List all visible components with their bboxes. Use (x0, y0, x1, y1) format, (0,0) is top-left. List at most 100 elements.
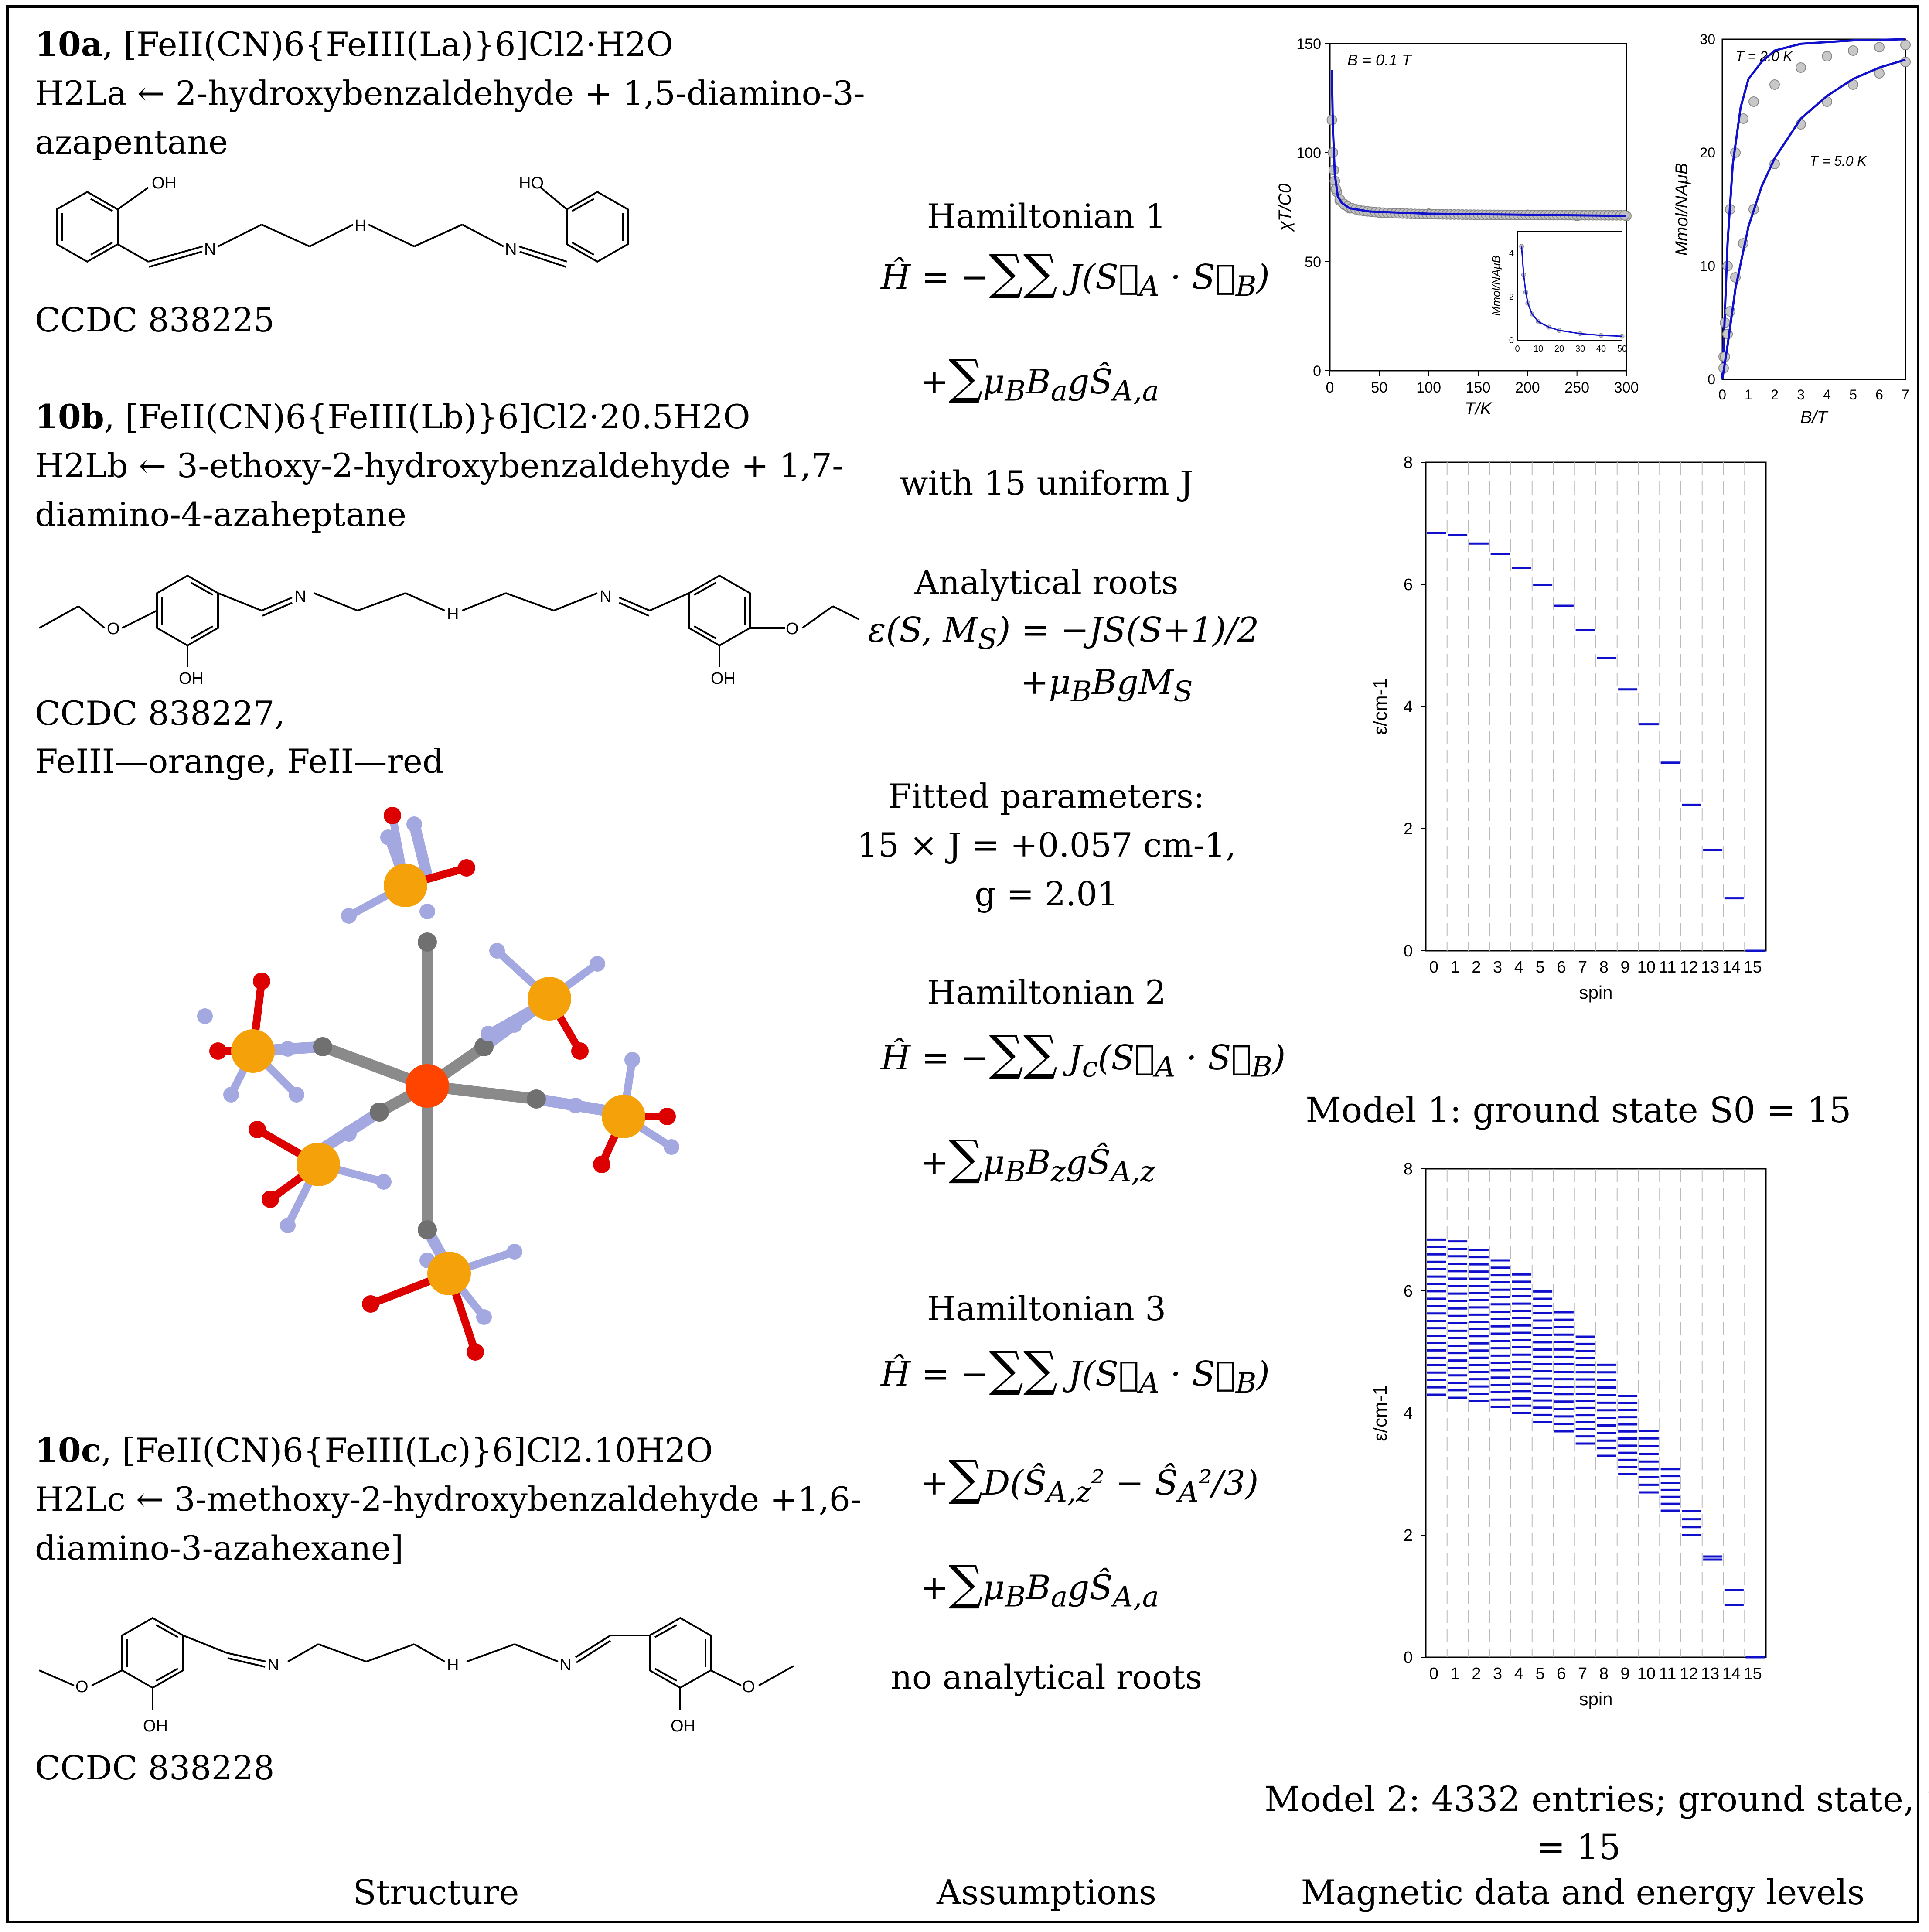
n-atom (507, 1244, 522, 1260)
c-atom (474, 1037, 494, 1056)
inset-y-axis-label: Mmol/NAμB (1489, 256, 1503, 316)
inset-x-tick-label: 10 (1534, 344, 1543, 354)
x-tick-label: 3 (1797, 387, 1805, 403)
compound-10b-ccdc: CCDC 838227, (35, 694, 285, 733)
y-tick-label: 4 (1404, 1404, 1413, 1423)
inset-fit-line (1521, 246, 1622, 337)
compound-10b-ligand-line1: H2Lb ← 3-ethoxy-2-hydroxybenzaldehyde + … (35, 446, 843, 485)
fe2-atom (406, 1064, 449, 1108)
x-tick-label: 2 (1472, 1665, 1481, 1683)
x-tick-label: 2 (1771, 387, 1779, 403)
inset-x-tick-label: 50 (1617, 344, 1627, 354)
o-atom (593, 1156, 610, 1173)
chart-magnetization: 0 1 2 3 4 5 6 7 0 10 20 30 B/T Mmol/NAμB T = 2.0 K T = … (1672, 31, 1911, 427)
x-tick-label: 11 (1659, 1665, 1676, 1683)
x-tick-label: 7 (1902, 387, 1909, 403)
hamiltonian-3-zeeman: +∑μBBagŜA,a (920, 1555, 1159, 1614)
fe3-atom (602, 1095, 645, 1138)
n-label-2: N (600, 587, 611, 606)
c-atom (313, 1037, 332, 1056)
x-tick-label: 4 (1823, 387, 1831, 403)
compound-10c-ccdc: CCDC 838228 (35, 1748, 275, 1787)
hamiltonian-1-uniform: with 15 uniform J (900, 464, 1193, 502)
o-atom (467, 1343, 484, 1361)
y-tick-label: 0 (1707, 372, 1715, 387)
fit-line (1331, 69, 1627, 217)
inset-frame (1517, 231, 1622, 341)
n-atom (341, 908, 357, 924)
y-tick-label: 0 (1404, 1649, 1413, 1667)
n-atom (476, 1309, 492, 1325)
fe3-atom (528, 977, 571, 1021)
data-point (1796, 62, 1806, 73)
y-tick-label: 8 (1404, 454, 1413, 472)
y-axis-label: ε/cm-1 (1370, 678, 1391, 735)
y-tick-label: 30 (1700, 31, 1715, 47)
x-tick-label: 13 (1701, 1665, 1719, 1683)
compound-10a-ccdc: CCDC 838225 (35, 300, 275, 339)
data-point (1769, 79, 1780, 90)
data-point (1900, 57, 1911, 67)
y-tick-label: 20 (1700, 145, 1715, 160)
n-atom (481, 1026, 496, 1041)
inset-x-tick-label: 30 (1575, 344, 1585, 354)
o-label-2: O (786, 620, 799, 638)
inset-y-tick-label: 4 (1509, 249, 1514, 258)
x-tick-label: 12 (1680, 1665, 1698, 1683)
x-tick-label: 0 (1429, 958, 1438, 976)
model2-caption-line2: = 15 (1536, 1827, 1621, 1867)
x-tick-label: 150 (1466, 379, 1491, 396)
ho-label: HO (519, 174, 544, 192)
x-tick-label: 50 (1371, 379, 1387, 396)
c-atom (418, 932, 437, 952)
fitted-g: g = 2.01 (975, 874, 1118, 913)
data-point (1722, 329, 1733, 339)
n-atom (289, 1087, 304, 1103)
hamiltonian-2-title: Hamiltonian 2 (927, 973, 1166, 1012)
x-tick-label: 3 (1493, 1665, 1502, 1683)
x-axis-label: T/K (1465, 399, 1493, 418)
o-atom (209, 1042, 227, 1060)
inset-x-tick-label: 0 (1515, 344, 1520, 354)
inset-y-tick-label: 2 (1509, 292, 1514, 302)
x-tick-label: 5 (1536, 1665, 1545, 1683)
x-tick-label: 6 (1557, 958, 1566, 976)
o-atom (253, 973, 270, 990)
nh-label: H (354, 217, 366, 235)
x-tick-label: 6 (1557, 1665, 1566, 1683)
oh-label: OH (143, 1717, 168, 1735)
ligand-10c-structure: O OH N H N O OH (39, 1617, 794, 1735)
x-tick-label: 1 (1451, 958, 1460, 976)
compound-10a-ligand-line1: H2La ← 2-hydroxybenzaldehyde + 1,5-diami… (35, 74, 865, 113)
o-atom (658, 1108, 676, 1125)
x-tick-label: 3 (1493, 958, 1502, 976)
y-tick-label: 6 (1404, 1282, 1413, 1301)
hamiltonian-3-equation: Ĥ = −∑∑ J(S⃗A · S⃗B) (881, 1341, 1270, 1400)
n-label-2: N (505, 240, 517, 259)
x-axis-label: spin (1579, 982, 1612, 1003)
fitted-j: 15 × J = +0.057 cm-1, (857, 826, 1236, 864)
footer-structure: Structure (353, 1873, 519, 1912)
nh-label: H (447, 1656, 459, 1674)
x-tick-label: 200 (1515, 379, 1540, 396)
oh-label-2: OH (711, 669, 736, 685)
hamiltonian-3-title: Hamiltonian 3 (927, 1289, 1166, 1328)
x-tick-label: 14 (1722, 958, 1741, 976)
footer-assumptions: Assumptions (936, 1873, 1157, 1912)
o-label: O (75, 1678, 89, 1696)
y-tick-label: 2 (1404, 820, 1413, 838)
n-atom (489, 943, 505, 959)
n-atom (664, 1139, 679, 1155)
roots-equation: ε(S, MS) = −JS(S+1)/2 (868, 611, 1259, 656)
x-tick-label: 8 (1599, 958, 1609, 976)
y-tick-label: 0 (1404, 942, 1413, 960)
x-axis-label: spin (1579, 1689, 1612, 1709)
x-tick-label: 0 (1718, 387, 1726, 403)
model1-caption: Model 1: ground state S0 = 15 (1305, 1090, 1851, 1130)
o-atom (384, 807, 401, 824)
roots-zeeman: +μBBgMS (1020, 663, 1193, 708)
n-atom (280, 1041, 296, 1057)
x-tick-label: 5 (1536, 958, 1545, 976)
fit-line (1721, 58, 1906, 380)
y-tick-label: 10 (1700, 258, 1715, 274)
